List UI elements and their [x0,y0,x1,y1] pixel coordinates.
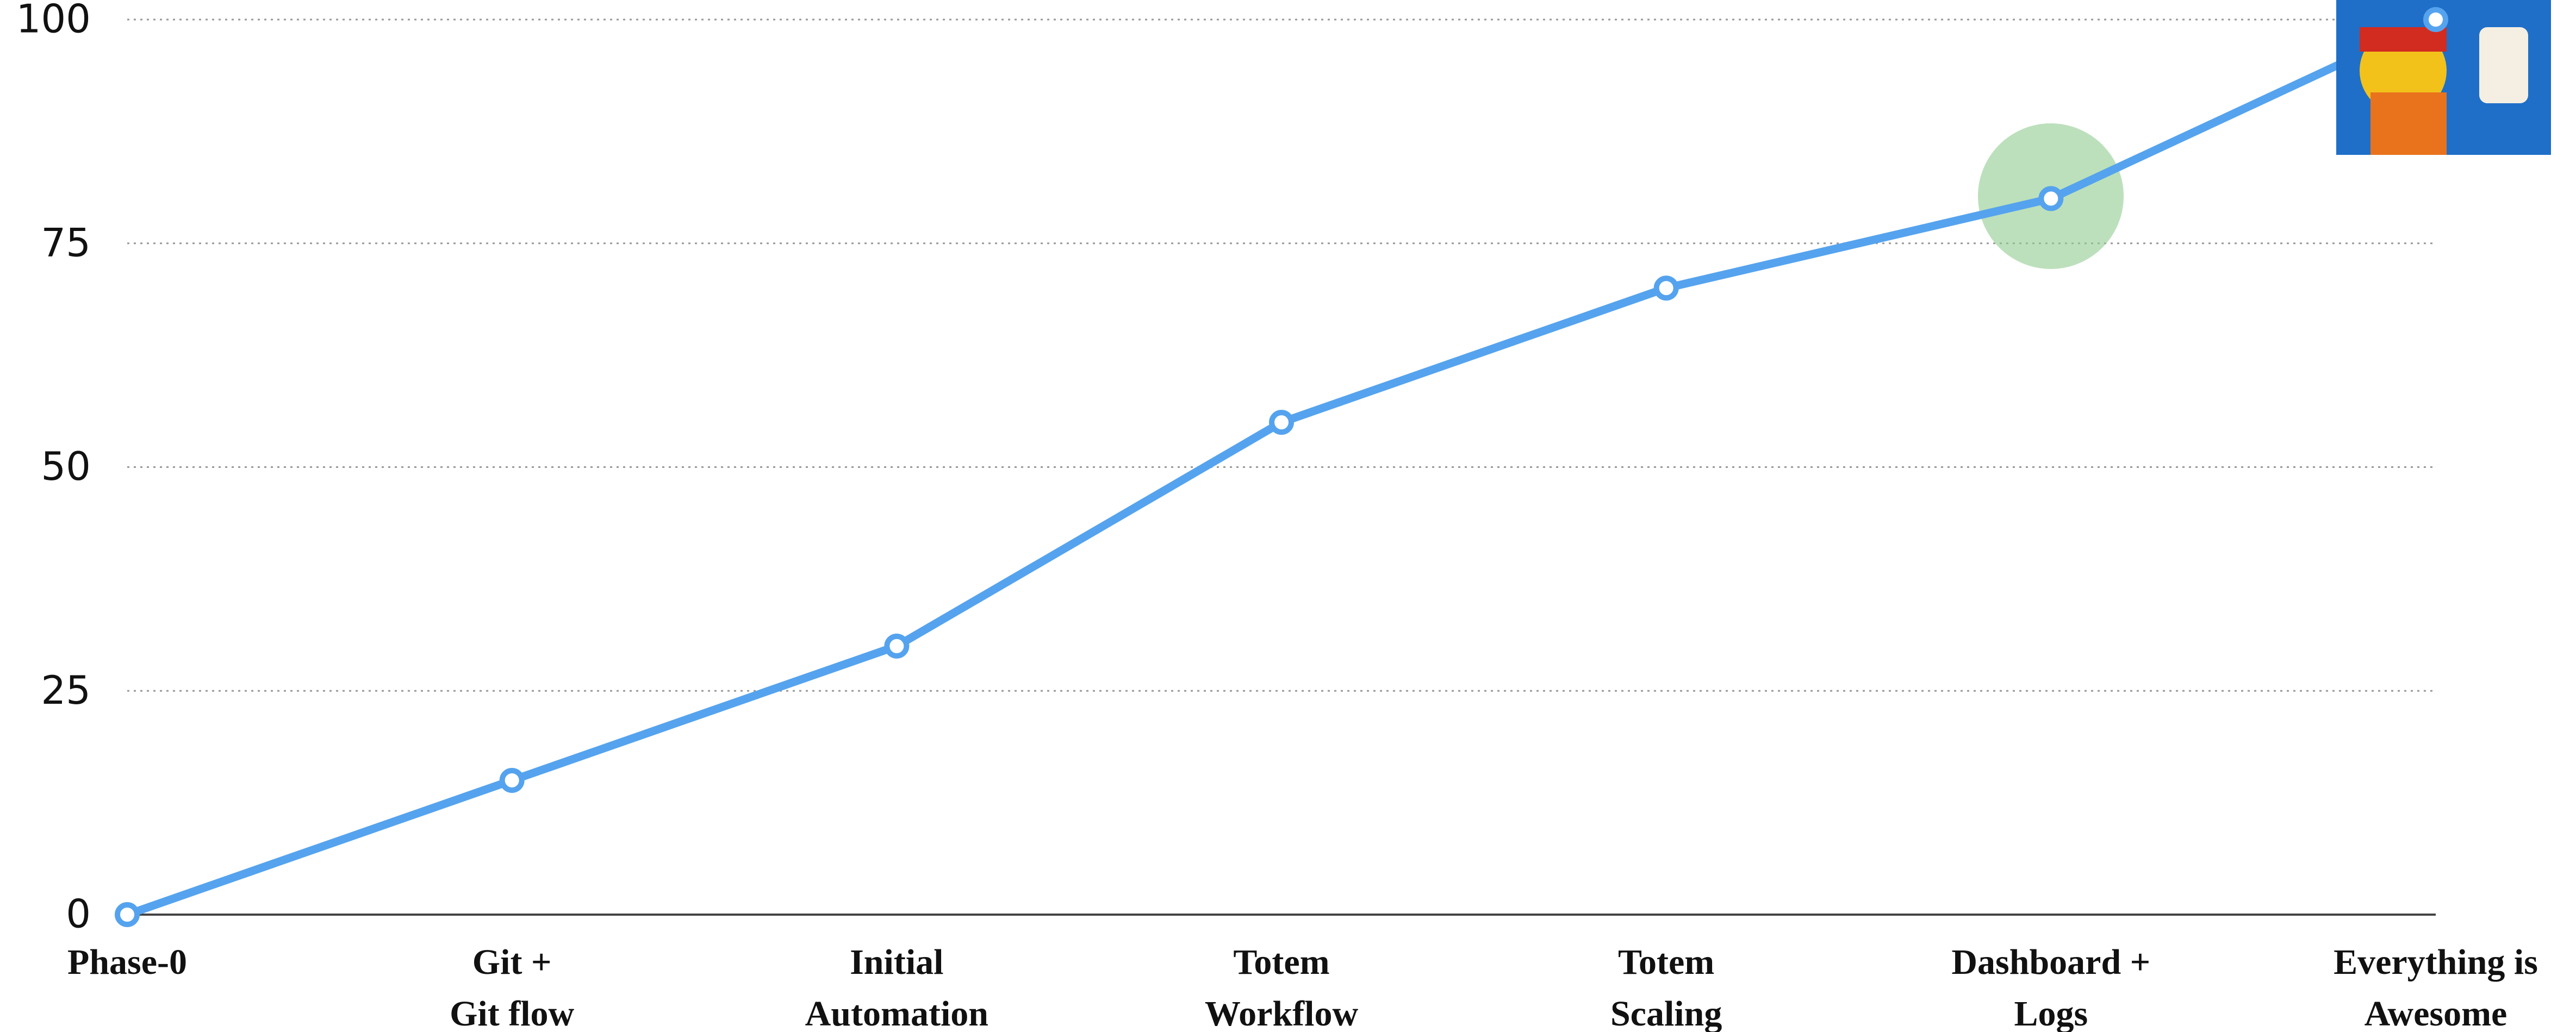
x-tick-label: Everything is Awesome [2334,942,2538,1032]
x-tick-label: Phase-0 [67,942,187,982]
marker [115,902,140,927]
y-tick-label: 25 [41,667,91,713]
x-tick-label: Dashboard + Logs [1951,942,2151,1032]
x-tick-label: Totem Workflow [1204,942,1359,1032]
marker [1653,276,1679,301]
y-tick-label: 0 [66,891,91,937]
picture [2336,0,2551,155]
y-tick-label: 100 [16,0,91,42]
x-tick-label: Initial Automation [805,942,988,1032]
y-tick-label: 50 [41,443,91,489]
marker [2423,7,2448,32]
y-tick-label: 75 [41,220,91,265]
marker [499,767,525,793]
x-tick-label: Git + Git flow [450,942,575,1032]
marker [884,633,910,659]
marker [1269,410,1294,435]
x-tick-label: Totem Scaling [1610,942,1722,1032]
marker [2038,186,2064,211]
